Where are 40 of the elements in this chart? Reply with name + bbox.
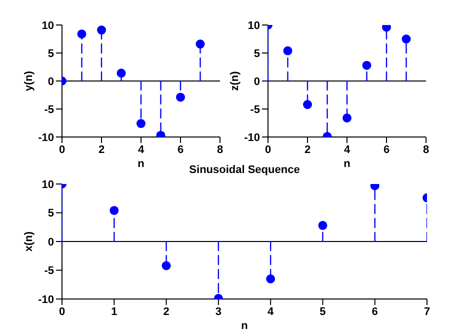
- chart-title: Sinusoidal Sequence: [189, 164, 300, 176]
- x-tick-label: 0: [58, 144, 66, 156]
- y-axis-title: z(n): [228, 70, 241, 91]
- y-tick-label: 10: [42, 178, 54, 191]
- x-tick-label: 6: [383, 144, 390, 156]
- x-tick-label: 4: [344, 144, 351, 156]
- x-tick-label: 5: [320, 306, 326, 318]
- x-tick-label: 7: [424, 306, 430, 318]
- x-tick-label: 1: [111, 306, 118, 318]
- y-tick-label: -10: [244, 132, 260, 144]
- x-tick-label: 3: [215, 306, 222, 318]
- y-tick-label: 10: [42, 20, 54, 32]
- x-tick-label: 2: [304, 144, 311, 156]
- y-tick-label: -5: [44, 104, 54, 116]
- x-tick-label: 8: [216, 144, 224, 156]
- x-tick-label: 4: [138, 144, 145, 156]
- x-tick-label: 2: [163, 306, 170, 318]
- x-tick-label: 0: [264, 144, 272, 156]
- y-tick-label: -5: [250, 104, 260, 116]
- x-axis-title: n: [344, 158, 351, 170]
- y-axis-title: y(n): [22, 70, 35, 92]
- y-tick-label: 5: [48, 208, 54, 220]
- y-tick-label: 0: [48, 236, 54, 248]
- y-tick-label: -10: [38, 132, 54, 144]
- y-tick-label: 5: [254, 48, 260, 60]
- x-tick-label: 6: [372, 306, 378, 318]
- y-tick-label: 0: [254, 76, 260, 88]
- y-tick-label: 0: [48, 76, 54, 88]
- x-tick-label: 0: [58, 306, 66, 318]
- x-axis-title: n: [241, 320, 248, 332]
- y-axis-title: x(n): [22, 231, 35, 252]
- x-tick-label: 4: [268, 306, 275, 318]
- y-tick-label: -10: [38, 294, 54, 306]
- x-axis-title: n: [138, 158, 145, 170]
- y-tick-label: -5: [44, 265, 54, 278]
- y-tick-label: 5: [48, 48, 54, 60]
- x-tick-label: 8: [422, 144, 430, 156]
- x-tick-label: 2: [98, 144, 105, 156]
- y-tick-label: 10: [248, 20, 260, 32]
- x-tick-label: 6: [177, 144, 184, 156]
